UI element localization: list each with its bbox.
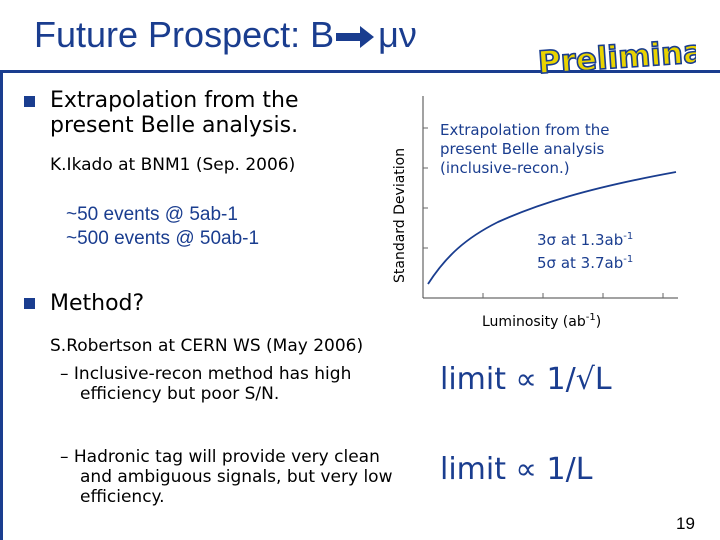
formula-lhs: limit — [440, 452, 506, 487]
formula-proportional: ∝ — [515, 452, 537, 487]
formula-rhs: 1/√L — [546, 362, 612, 397]
page-number: 19 — [676, 514, 695, 533]
plot-xlabel: Luminosity (ab-1) — [482, 312, 601, 330]
right-arrow-icon — [336, 26, 375, 49]
sigma-labels: 3σ at 1.3ab-1 5σ at 3.7ab-1 — [537, 227, 633, 273]
dash-line: – Inclusive-recon method has high — [60, 364, 352, 384]
formula-linear: limit ∝ 1/L — [440, 452, 616, 498]
plot-annotation-line: (inclusive-recon.) — [440, 159, 570, 177]
dash-hadronic: – Hadronic tag will provide very clean a… — [60, 447, 392, 507]
event-estimates: ~50 events @ 5ab-1 ~500 events @ 50ab-1 — [66, 203, 259, 251]
bullet-line: present Belle analysis. — [50, 113, 299, 138]
citation-ikado: K.Ikado at BNM1 (Sep. 2006) — [50, 155, 296, 175]
plot-annotation: Extrapolation from the present Belle ana… — [440, 121, 609, 178]
left-rule — [0, 70, 3, 540]
bullet-extrapolation: Extrapolation from the present Belle ana… — [50, 88, 299, 138]
bullet-marker — [24, 298, 35, 309]
plot-annotation-line: present Belle analysis — [440, 140, 605, 158]
slide-title: Future Prospect: B μν — [34, 14, 417, 56]
bullet-method: Method? — [50, 291, 145, 316]
plot-ticks — [423, 127, 664, 298]
event-estimate: ~50 events @ 5ab-1 — [66, 204, 238, 225]
sigma-5-label: 5σ at 3.7ab-1 — [537, 254, 634, 272]
title-prefix: Future Prospect: B — [34, 14, 335, 55]
plot-ylabel: Standard Deviation — [392, 148, 408, 283]
header-rule — [0, 70, 720, 73]
dash-line: efficiency. — [80, 487, 165, 507]
bullet-marker — [24, 96, 35, 107]
bullet-line: Extrapolation from the — [50, 88, 299, 113]
formula-proportional: ∝ — [515, 362, 537, 397]
citation-robertson: S.Robertson at CERN WS (May 2006) — [50, 336, 364, 356]
event-estimate: ~500 events @ 50ab-1 — [66, 228, 260, 249]
significance-plot: Standard Deviation Luminosity (ab-1) — [392, 96, 678, 330]
dash-inclusive: – Inclusive-recon method has high effici… — [60, 364, 351, 404]
formula-sqrt: limit ∝ 1/√L — [440, 362, 626, 410]
formula-rhs: 1/L — [546, 452, 593, 487]
preliminary-stamp-text: Preliminary — [537, 31, 696, 78]
dash-line: and ambiguous signals, but very low — [80, 467, 393, 487]
dash-line: – Hadronic tag will provide very clean — [60, 447, 380, 467]
preliminary-stamp: Preliminary — [536, 31, 696, 78]
formula-lhs: limit — [440, 362, 506, 397]
plot-curve — [427, 171, 677, 285]
title-suffix: μν — [378, 14, 417, 55]
sigma-3-label: 3σ at 1.3ab-1 — [537, 231, 634, 249]
plot-annotation-line: Extrapolation from the — [440, 121, 610, 139]
dash-line: efficiency but poor S/N. — [80, 384, 280, 404]
